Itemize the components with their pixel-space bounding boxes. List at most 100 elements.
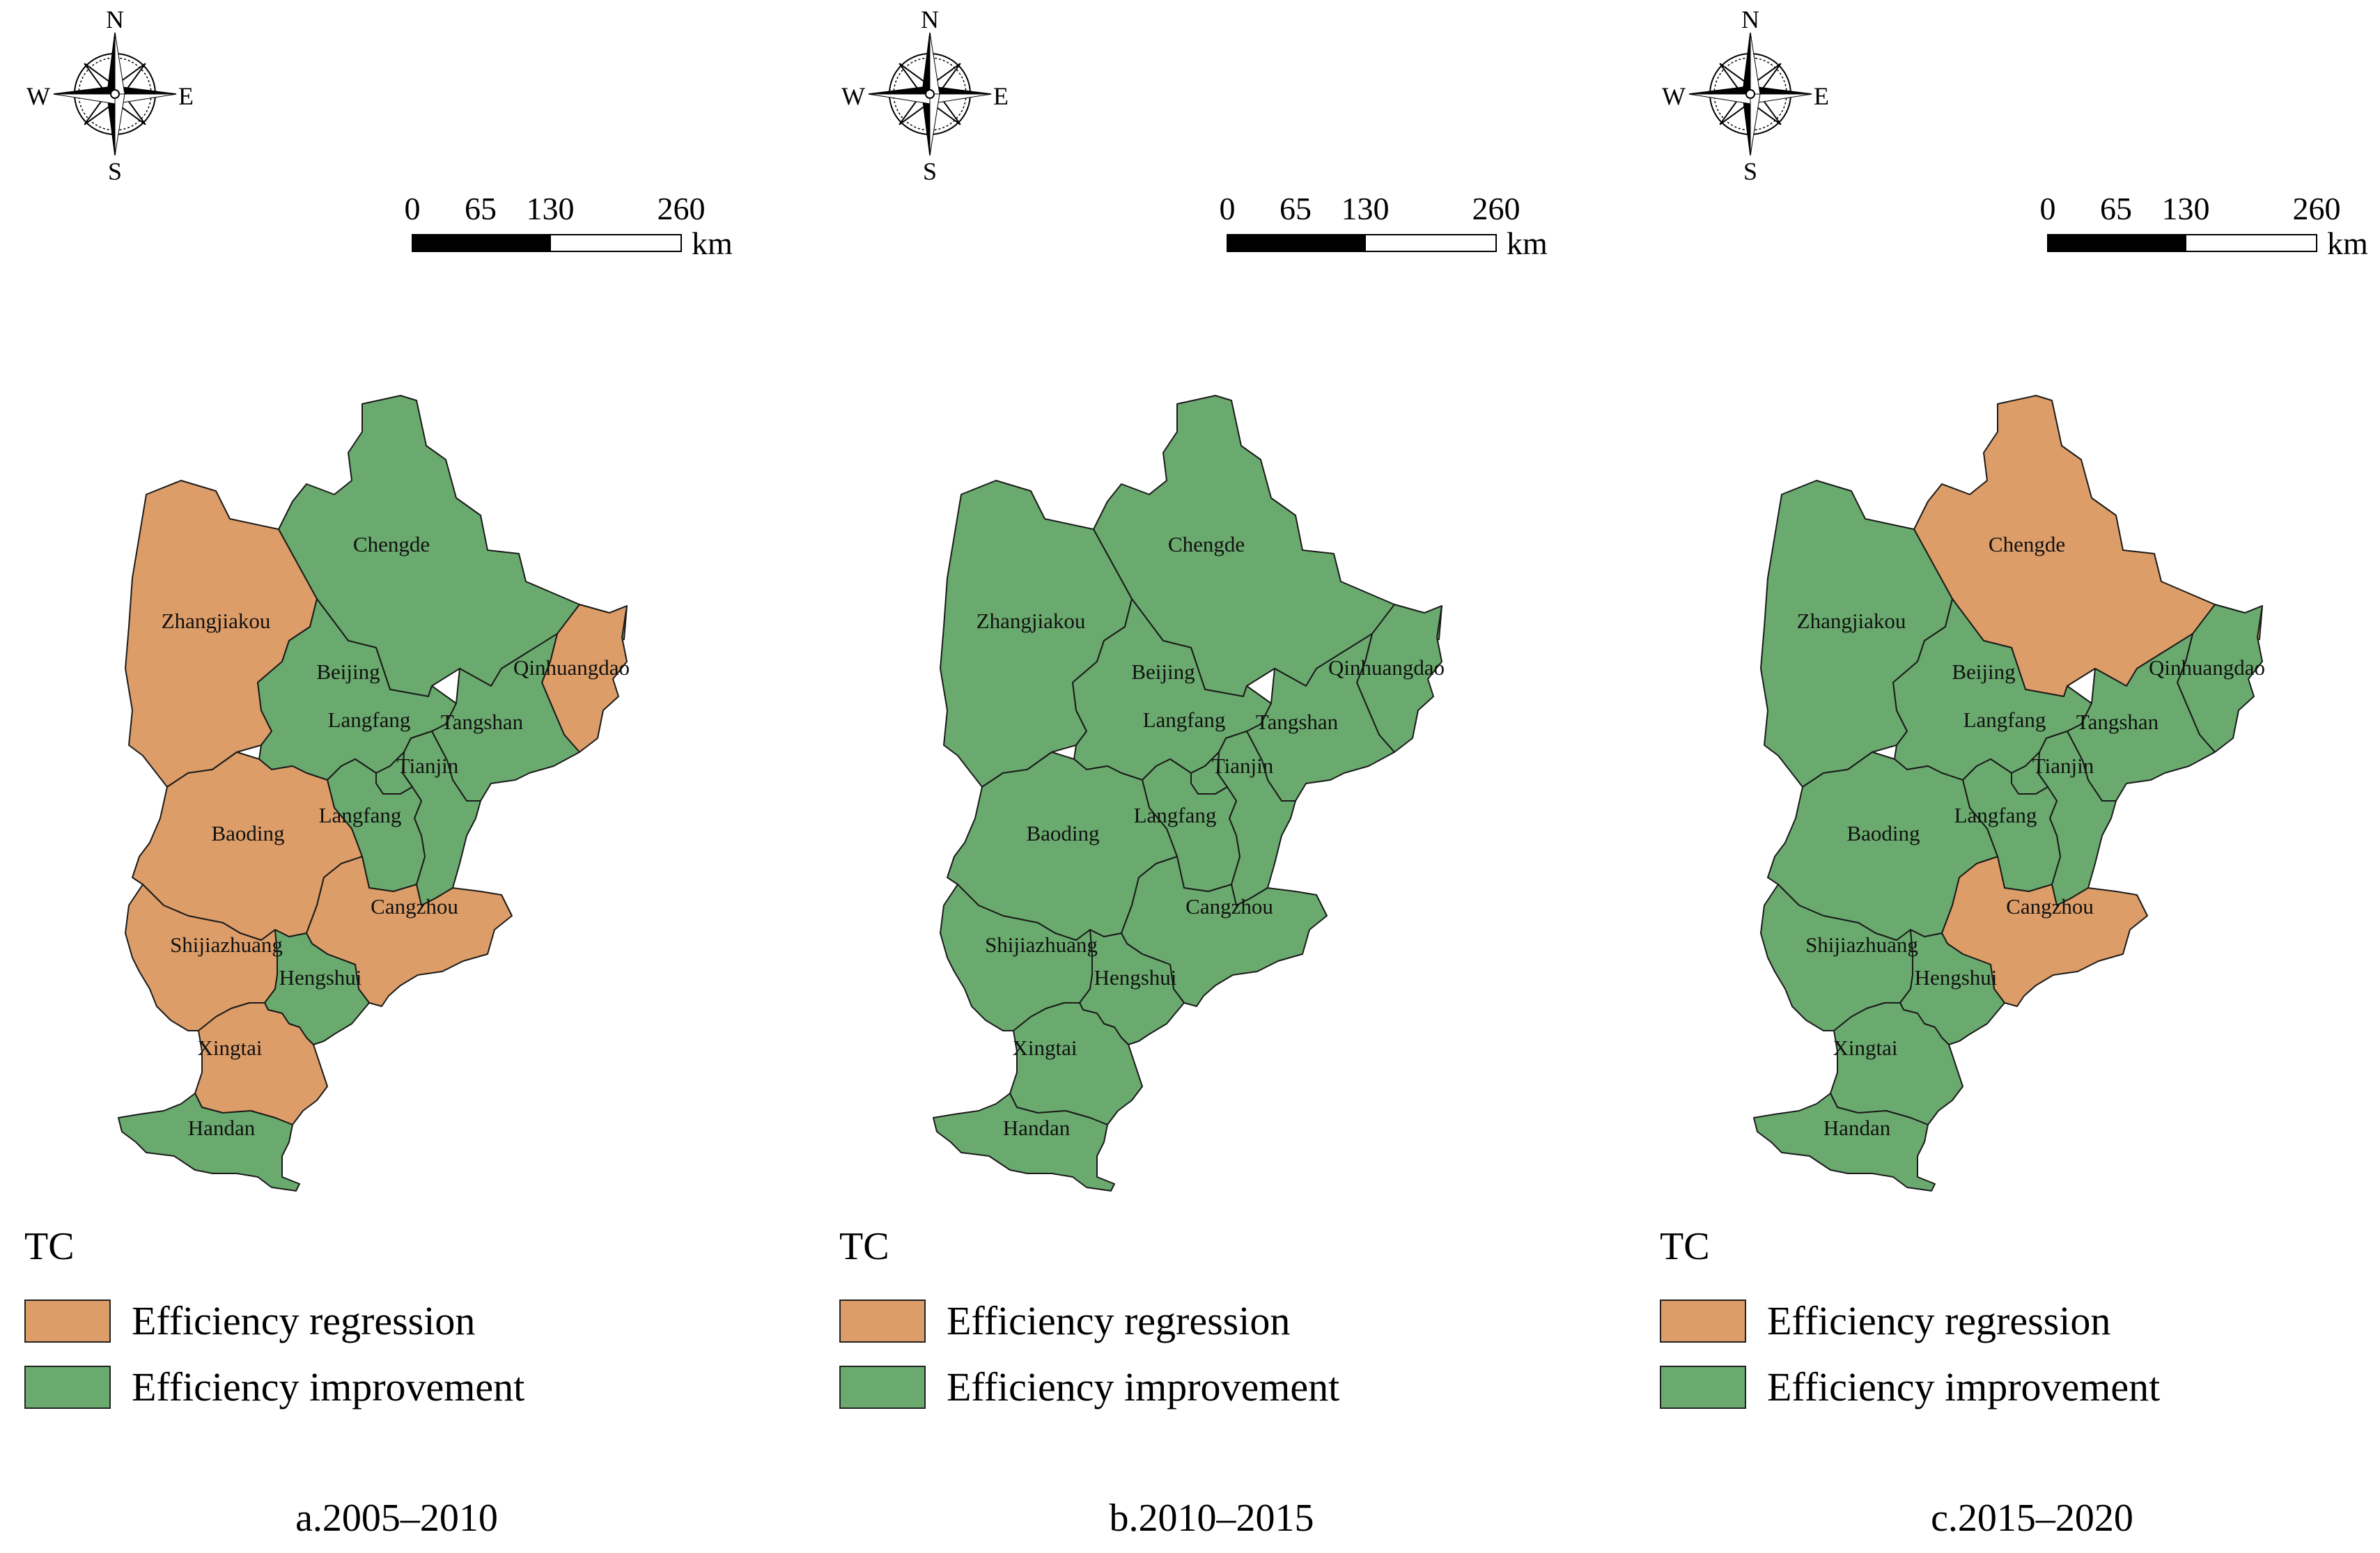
map-panel-3: N S E W 0 65 130 260 km Chengde Zhangjiakou Beijing… — [1635, 0, 2380, 1553]
scale-tick-label: 65 — [465, 191, 497, 226]
region-handan — [118, 1093, 300, 1192]
city-label-tangshan: Tangshan — [2076, 710, 2159, 734]
city-label-langfang: Langfang — [1134, 803, 1217, 827]
map-panel-2: N S E W 0 65 130 260 km Chengde Zhangjiakou Beijing… — [815, 0, 1608, 1553]
legend-item-regression: Efficiency regression — [839, 1300, 1290, 1343]
compass-w: W — [1662, 82, 1686, 110]
scale-unit: km — [2327, 226, 2368, 261]
city-label-hengshui: Hengshui — [1915, 965, 1998, 990]
region-handan — [1753, 1093, 1936, 1192]
panel-caption: c.2015–2020 — [1931, 1497, 2133, 1540]
city-label-shijiazhuang: Shijiazhuang — [170, 932, 283, 957]
legend-label-improvement: Efficiency improvement — [132, 1364, 525, 1410]
city-label-xingtai: Xingtai — [1013, 1036, 1078, 1060]
legend-label-regression: Efficiency regression — [132, 1298, 476, 1343]
city-label-tangshan: Tangshan — [441, 710, 524, 734]
city-label-zhangjiakou: Zhangjiakou — [977, 609, 1086, 633]
legend-label-improvement: Efficiency improvement — [947, 1364, 1340, 1410]
city-label-baoding: Baoding — [211, 821, 284, 845]
legend-item-regression: Efficiency regression — [24, 1300, 475, 1343]
scale-tick-label: 260 — [1472, 191, 1520, 226]
city-label-shijiazhuang: Shijiazhuang — [985, 932, 1098, 957]
compass-rose: N S E W — [841, 6, 1009, 185]
legend-swatch-regression — [1660, 1300, 1746, 1343]
city-labels: Chengde Zhangjiakou Beijing Qinhuangdao Lang… — [1797, 532, 2265, 1140]
city-label-zhangjiakou: Zhangjiakou — [1797, 609, 1906, 633]
legend-swatch-regression — [839, 1300, 926, 1343]
regions — [933, 395, 1442, 1192]
city-label-xingtai: Xingtai — [1833, 1036, 1898, 1060]
legend-swatch-regression — [24, 1300, 111, 1343]
city-label-handan: Handan — [188, 1116, 256, 1140]
legend-item-improvement: Efficiency improvement — [839, 1366, 1339, 1409]
scale-tick-label: 130 — [2162, 191, 2210, 226]
scale-unit: km — [692, 226, 733, 261]
compass-e: E — [1814, 82, 1829, 110]
legend-label-improvement: Efficiency improvement — [1767, 1364, 2161, 1410]
compass-s: S — [923, 157, 937, 185]
city-label-langfang: Langfang — [328, 708, 411, 732]
scale-unit: km — [1507, 226, 1548, 261]
city-label-hengshui: Hengshui — [1094, 965, 1177, 990]
city-label-langfang: Langfang — [1954, 803, 2037, 827]
map-panel-1: N S E W 0 65 130 260 km Chengde Zhangjiakou Beijing… — [0, 0, 793, 1553]
city-label-tangshan: Tangshan — [1256, 710, 1339, 734]
scale-tick-label: 130 — [1341, 191, 1390, 226]
region-hengshui — [264, 929, 370, 1045]
scale-tick-label: 260 — [658, 191, 706, 226]
compass-n: N — [921, 6, 939, 33]
scale-tick-label: 0 — [1220, 191, 1236, 226]
city-label-qinhuangdao: Qinhuangdao — [2149, 655, 2265, 680]
legend-swatch-improvement — [1660, 1366, 1746, 1409]
city-label-tianjin: Tianjin — [397, 754, 459, 778]
city-label-cangzhou: Cangzhou — [371, 894, 458, 919]
city-label-hengshui: Hengshui — [279, 965, 362, 990]
regions — [118, 395, 628, 1192]
city-label-chengde: Chengde — [1168, 532, 1245, 556]
scale-tick-label: 130 — [527, 191, 575, 226]
scale-tick-label: 65 — [1280, 191, 1312, 226]
scale-tick-label: 0 — [405, 191, 421, 226]
city-label-beijing: Beijing — [316, 660, 380, 684]
region-tangshan — [431, 633, 580, 802]
legend-label-regression: Efficiency regression — [1767, 1298, 2111, 1343]
city-label-xingtai: Xingtai — [198, 1036, 263, 1060]
city-label-zhangjiakou: Zhangjiakou — [162, 609, 271, 633]
legend-swatch-improvement — [839, 1366, 926, 1409]
scale-tick-label: 260 — [2293, 191, 2341, 226]
compass-n: N — [1741, 6, 1759, 33]
city-label-shijiazhuang: Shijiazhuang — [1805, 932, 1918, 957]
compass-s: S — [1743, 157, 1757, 185]
compass-s: S — [108, 157, 122, 185]
compass-n: N — [106, 6, 124, 33]
legend-swatch-improvement — [24, 1366, 111, 1409]
region-tangshan — [1246, 633, 1395, 802]
city-label-cangzhou: Cangzhou — [2006, 894, 2094, 919]
city-label-cangzhou: Cangzhou — [1185, 894, 1273, 919]
region-cangzhou — [306, 856, 513, 1007]
panel-caption: a.2005–2010 — [295, 1497, 498, 1540]
legend-title: TC — [24, 1225, 75, 1268]
city-label-handan: Handan — [1823, 1116, 1891, 1140]
legend-item-improvement: Efficiency improvement — [24, 1366, 524, 1409]
city-labels: Chengde Zhangjiakou Beijing Qinhuangdao Lang… — [977, 532, 1445, 1140]
legend-title: TC — [839, 1225, 889, 1268]
compass-e: E — [993, 82, 1009, 110]
region-cangzhou — [1941, 856, 2148, 1007]
region-cangzhou — [1121, 856, 1328, 1007]
panel-caption: b.2010–2015 — [1109, 1497, 1314, 1540]
city-label-qinhuangdao: Qinhuangdao — [1328, 655, 1445, 680]
region-hengshui — [1079, 929, 1185, 1045]
scale-tick-label: 0 — [2040, 191, 2056, 226]
city-label-langfang: Langfang — [1963, 708, 2046, 732]
legend-item-improvement: Efficiency improvement — [1660, 1366, 2160, 1409]
city-label-beijing: Beijing — [1952, 660, 2015, 684]
compass-rose: N S E W — [26, 6, 194, 185]
scale-tick-label: 65 — [2100, 191, 2132, 226]
